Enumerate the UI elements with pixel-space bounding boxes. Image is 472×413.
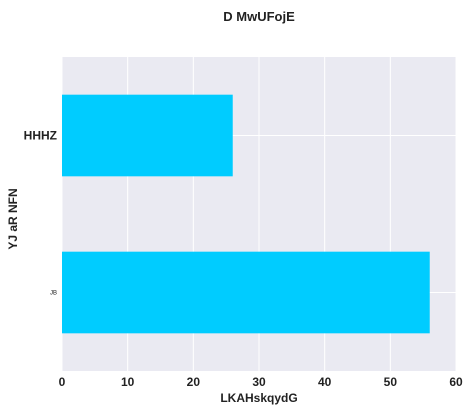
x-axis-label: LKAHskqydG (220, 391, 297, 405)
chart-title: D MwUFojE (223, 9, 295, 24)
x-tick-label: 50 (384, 375, 398, 389)
y-axis-label: YJ aR NFN (6, 188, 20, 249)
y-tick-label: JB (50, 291, 57, 297)
x-tick-label: 10 (121, 375, 135, 389)
bars (62, 94, 430, 334)
bar-jb (62, 251, 430, 334)
x-tick-label: 30 (252, 375, 266, 389)
bar-hhhz (62, 94, 233, 177)
tick-labels: HHHZ JB 0 10 20 30 40 50 60 (24, 129, 463, 390)
x-tick-label: 40 (318, 375, 332, 389)
x-tick-label: 0 (59, 375, 66, 389)
x-tick-label: 20 (187, 375, 201, 389)
y-tick-label: HHHZ (24, 129, 57, 143)
x-tick-label: 60 (449, 375, 463, 389)
